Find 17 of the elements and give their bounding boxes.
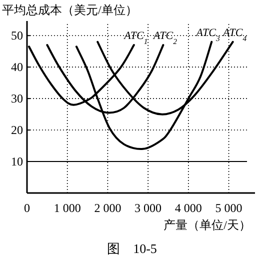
y-tick-label: 40	[11, 60, 23, 74]
y-tick-label: 10	[11, 154, 23, 169]
y-tick-label: 50	[11, 28, 23, 43]
y-axis-title: 平均总成本（美元/单位）	[2, 3, 138, 17]
x-tick-label: 2 000	[94, 201, 122, 215]
x-tick-label: 4 000	[174, 201, 202, 215]
x-tick-label: 1 000	[54, 201, 81, 215]
series-label: ATC$_{1}$	[123, 30, 148, 46]
y-tick-label: 20	[11, 123, 23, 138]
x-tick-label: 5 000	[215, 201, 242, 215]
series-label: ATC$_{2}$	[152, 30, 178, 46]
x-axis-title: 产量（单位/天）	[164, 218, 251, 232]
x-tick-label: 0	[24, 201, 30, 215]
caption: 图 10-5	[107, 241, 157, 256]
y-tick-label: 30	[11, 92, 23, 106]
x-tick-label: 3 000	[134, 201, 162, 215]
series-label: ATC$_{3}$	[195, 26, 220, 42]
